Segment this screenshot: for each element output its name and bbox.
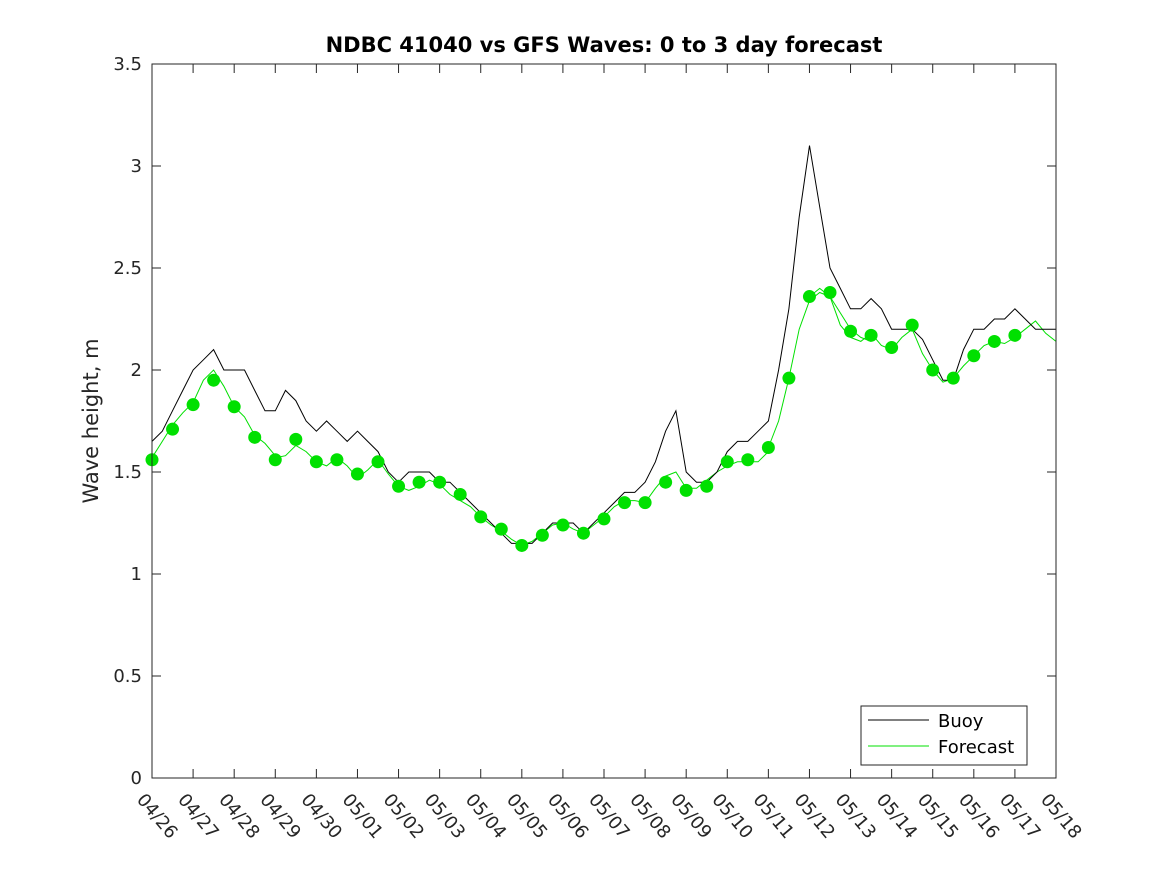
y-tick-label: 0.5 xyxy=(113,666,142,687)
forecast-point xyxy=(659,475,673,489)
forecast-point xyxy=(433,475,447,489)
forecast-point xyxy=(926,363,940,377)
legend: Buoy Forecast xyxy=(860,705,1028,766)
forecast-point xyxy=(741,453,755,467)
forecast-point xyxy=(844,324,858,338)
forecast-point xyxy=(535,528,549,542)
y-tick-label: 2 xyxy=(131,360,142,381)
plot-area xyxy=(145,145,1057,552)
forecast-point xyxy=(289,432,303,446)
forecast-point xyxy=(700,479,714,493)
forecast-point xyxy=(350,467,364,481)
forecast-point xyxy=(474,510,488,524)
forecast-point xyxy=(823,285,837,299)
forecast-point xyxy=(227,400,241,414)
forecast-point xyxy=(720,455,734,469)
forecast-point xyxy=(864,328,878,342)
forecast-point xyxy=(967,349,981,363)
forecast-point xyxy=(309,455,323,469)
forecast-point xyxy=(597,512,611,526)
forecast-point xyxy=(761,441,775,455)
forecast-point xyxy=(905,318,919,332)
y-axis: 0 0.5 1 1.5 2 2.5 3 3.5 xyxy=(113,54,1056,789)
forecast-point xyxy=(412,475,426,489)
forecast-point xyxy=(392,479,406,493)
forecast-point xyxy=(166,422,180,436)
forecast-point xyxy=(679,483,693,497)
forecast-point xyxy=(885,341,899,355)
y-tick-label: 1 xyxy=(131,564,142,585)
y-tick-label: 3.5 xyxy=(113,54,142,75)
legend-box xyxy=(860,705,1028,766)
legend-forecast-label: Forecast xyxy=(938,737,1014,758)
forecast-point xyxy=(268,453,282,467)
forecast-point xyxy=(453,487,467,501)
forecast-point xyxy=(371,455,385,469)
forecast-point xyxy=(556,518,570,532)
forecast-point xyxy=(248,430,262,444)
forecast-point xyxy=(802,290,816,304)
forecast-point xyxy=(330,453,344,467)
y-axis-label: Wave height, m xyxy=(79,338,103,503)
forecast-point xyxy=(638,496,652,510)
chart-title: NDBC 41040 vs GFS Waves: 0 to 3 day fore… xyxy=(326,33,883,57)
forecast-point xyxy=(494,522,508,536)
forecast-point xyxy=(987,334,1001,348)
forecast-point xyxy=(186,398,200,412)
legend-buoy-label: Buoy xyxy=(938,711,984,732)
y-tick-label: 3 xyxy=(131,156,142,177)
forecast-point xyxy=(1008,328,1022,342)
forecast-point xyxy=(515,538,529,552)
y-tick-label: 0 xyxy=(131,768,142,789)
forecast-point xyxy=(618,496,632,510)
forecast-point xyxy=(946,371,960,385)
y-tick-label: 1.5 xyxy=(113,462,142,483)
forecast-point xyxy=(576,526,590,540)
forecast-point xyxy=(207,373,221,387)
y-tick-label: 2.5 xyxy=(113,258,142,279)
forecast-point xyxy=(782,371,796,385)
